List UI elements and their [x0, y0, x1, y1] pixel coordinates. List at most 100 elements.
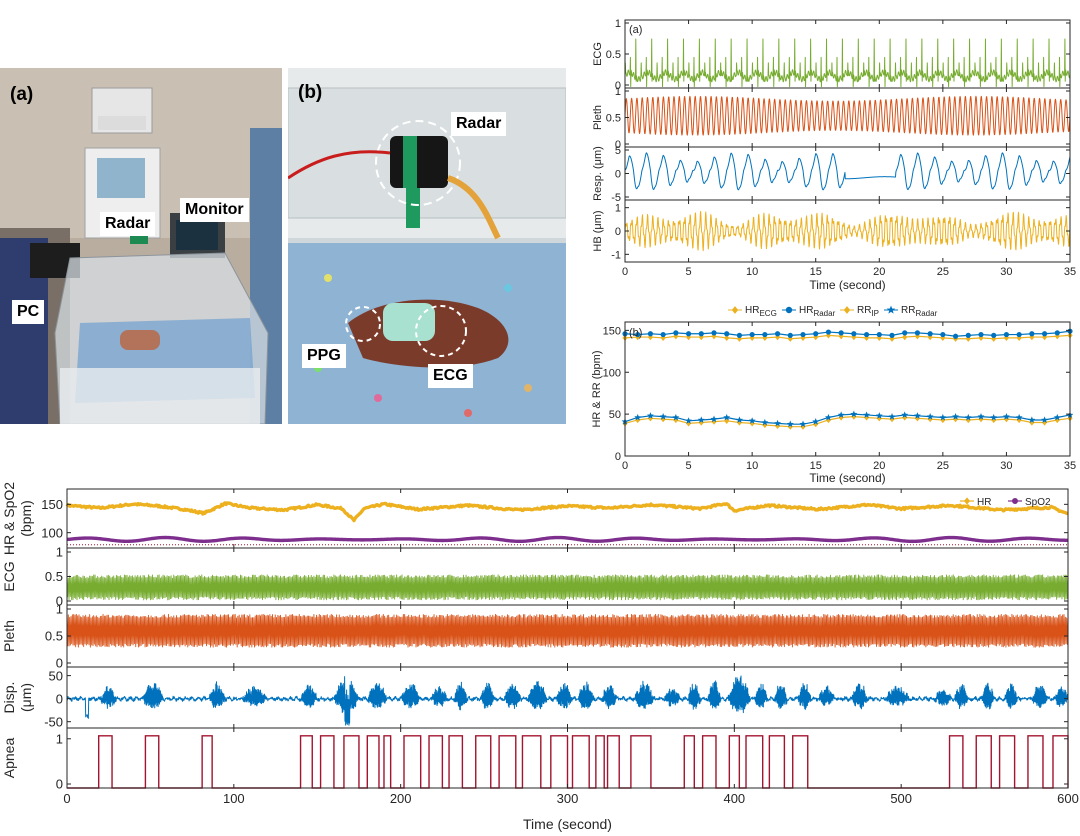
chart-c-4-ytick-label: 1 — [56, 731, 63, 746]
chart-b-series-1-point — [965, 332, 971, 338]
chart-b-series-1-point — [952, 333, 959, 339]
photo-b-label: (b) — [298, 82, 323, 103]
chart-b-ytick-label: 0 — [615, 451, 621, 463]
chart-b-series-3-point — [875, 412, 883, 419]
chart-b-series-3-point — [735, 416, 743, 423]
chart-b-series-1-point — [914, 330, 921, 336]
chart-b-xtick-label: 30 — [1000, 460, 1012, 472]
chart-b-series-1-point — [660, 331, 666, 338]
chart-b-series-2-point — [724, 417, 730, 424]
chart-c-0-legend-marker-1 — [1012, 498, 1018, 504]
chart-a-2-ytick-label: 0 — [615, 168, 621, 180]
chart-a-1-ytick-label: 1 — [615, 86, 621, 98]
chart-a-0-ylabel: ECG — [592, 42, 604, 66]
chart-c-xlabel: Time (second) — [523, 816, 612, 832]
chart-c-4-ytick-label: 0 — [56, 777, 63, 792]
chart-c-0-legend-entry-1: SpO2 — [1025, 497, 1051, 508]
chart-b-series-0-point — [685, 333, 692, 341]
chart-c-2-ylabel: Pleth — [1, 620, 17, 652]
chart-b-series-1-line — [624, 330, 1071, 337]
chart-b-series-3-point — [913, 412, 921, 419]
chart-b-series-3-point — [1002, 413, 1010, 420]
chart-b-series-3-point — [901, 411, 909, 418]
chart-b-series-3-point — [1041, 416, 1049, 423]
chart-b-series-3-point — [964, 413, 972, 421]
chart-c-3-ytick-label: 50 — [49, 668, 63, 683]
photo-a-label: (a) — [10, 84, 34, 105]
chart-b-series-3-point — [824, 413, 832, 421]
photo-nicu-setup-illustration — [0, 68, 282, 424]
chart-b-series-1-point — [813, 331, 819, 337]
chart-b-series-1-point — [851, 331, 857, 337]
chart-b-series-2-line — [624, 416, 1071, 428]
chart-b-series-1-point — [825, 329, 832, 335]
chart-c-2-trace — [66, 613, 1069, 648]
callout-radar: Radar — [100, 212, 156, 236]
chart-b-series-1-point — [787, 332, 793, 338]
chart-a-3-ylabel: HB (μm) — [592, 210, 604, 251]
chart-c-4-xtick-label: 400 — [723, 791, 745, 806]
chart-c-3-ylabel-line1: Disp. — [1, 682, 17, 714]
chart-c-0-series-1-line — [66, 535, 1069, 544]
chart-a-3-ytick-label: -1 — [611, 249, 621, 261]
chart-b-series-0-point — [851, 333, 857, 341]
chart-b-series-1-point — [902, 330, 908, 336]
chart-b-series-3-point — [926, 413, 934, 420]
chart-c-0-series-0-line — [65, 501, 1069, 523]
chart-b-series-1-point — [927, 331, 933, 337]
chart-c-0-ylabel-line2: (bpm) — [18, 500, 34, 537]
chart-c-0-ylabel-line1: HR & SpO2 — [1, 482, 17, 555]
chart-c-1-trace — [66, 574, 1069, 601]
chart-b-xtick-label: 35 — [1064, 460, 1076, 472]
chart-b-series-3-point — [1028, 416, 1036, 423]
chart-b-series-1-point — [876, 331, 882, 338]
chart-c-0-ytick-label: 150 — [41, 497, 63, 512]
chart-b-series-3-point — [837, 411, 845, 418]
chart-b-series-2-point — [851, 413, 857, 420]
chart-b-series-1-point — [736, 332, 743, 338]
chart-b-series-3-point — [939, 413, 947, 421]
chart-a-3-xtick-label: 30 — [1000, 266, 1012, 278]
chart-b-series-3-point — [786, 420, 794, 428]
chart-b-series-1-point — [762, 331, 768, 338]
chart-a-1-ylabel: Pleth — [592, 105, 604, 130]
chart-b-series-1-point — [978, 331, 984, 338]
chart-a-3-xtick-label: 35 — [1064, 266, 1076, 278]
chart-a-1-trace — [624, 95, 1071, 136]
chart-b-series-3-point — [1053, 413, 1061, 421]
callout-ecg: ECG — [428, 364, 473, 388]
chart-b-series-3-point — [761, 418, 769, 426]
chart-b-series-3-point — [723, 413, 731, 421]
chart-c-1-ytick-label: 1 — [56, 545, 63, 560]
chart-b-series-3-point — [1015, 413, 1023, 421]
callout-ppg: PPG — [302, 344, 346, 368]
chart-c-3-ytick-label: 0 — [56, 691, 63, 706]
chart-b-series-1-point — [889, 332, 895, 338]
chart-b-ytick-label: 100 — [603, 367, 621, 379]
photo-nicu-setup: (a) Radar Monitor PC — [0, 68, 282, 424]
chart-b-xtick-label: 0 — [622, 460, 628, 472]
chart-a-3-trace — [624, 210, 1071, 252]
chart-c-1-ytick-label: 0.5 — [45, 569, 63, 584]
chart-b-series-3-point — [634, 413, 642, 421]
chart-b-series-1-point — [991, 332, 997, 338]
chart-b-series-1-point — [774, 331, 781, 337]
chart-c-4-xtick-label: 100 — [223, 791, 245, 806]
chart-b-series-3-point — [850, 410, 858, 418]
chart-c-0-ytick-label: 100 — [41, 525, 63, 540]
chart-c-4-xtick-label: 300 — [557, 791, 579, 806]
callout-monitor: Monitor — [180, 198, 249, 222]
chart-b-series-3-point — [774, 419, 782, 427]
chart-b-series-1-point — [940, 331, 946, 338]
chart-c-2-ytick-label: 1 — [56, 602, 63, 617]
chart-a-0-trace — [624, 38, 1071, 88]
chart-b-ylabel: HR & RR (bpm) — [591, 350, 603, 427]
chart-b-ytick-label: 150 — [603, 325, 621, 337]
chart-b-series-1-point — [673, 330, 679, 336]
chart-c-0-legend-entry-0: HR — [977, 497, 991, 508]
chart-b-series-3-point — [952, 413, 960, 420]
photo-infant-closeup: (b) Radar PPG ECG — [288, 68, 566, 424]
chart-c-4-xtick-label: 0 — [63, 791, 70, 806]
chart-b-series-1-point — [749, 331, 755, 338]
